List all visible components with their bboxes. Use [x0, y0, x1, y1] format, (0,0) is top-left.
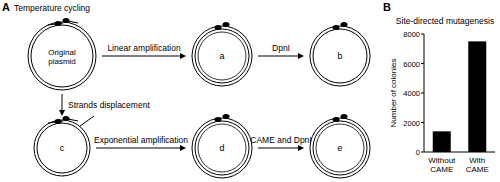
arrow-head	[180, 145, 186, 151]
primer	[223, 22, 230, 27]
panel-a: A Temperature cycling Originalplasmid a b c d e…	[2, 1, 370, 178]
node-label: c	[60, 143, 65, 153]
arrow-line	[62, 94, 63, 112]
bar	[468, 41, 486, 152]
plasmid: c	[34, 116, 94, 176]
y-tick	[421, 93, 424, 94]
node-label: e	[337, 143, 342, 153]
primer	[333, 25, 340, 30]
panel-b: B Site-directed mutagenesis Number of colo…	[383, 1, 495, 174]
text-line: b	[337, 51, 342, 61]
inner-strand	[31, 25, 93, 87]
new-strand	[198, 124, 246, 172]
outer-strand	[28, 22, 96, 90]
node-label: d	[219, 143, 224, 153]
inner-strand	[195, 29, 249, 83]
arrow: CAME and DpnI	[250, 135, 311, 151]
y-tick	[421, 152, 424, 153]
plasmid: a	[192, 22, 252, 86]
node-label: Originalplasmid	[48, 48, 76, 66]
bar	[433, 131, 451, 152]
text-line: a	[219, 51, 224, 61]
text-line: plasmid	[48, 57, 76, 66]
edge-label: CAME and DpnI	[250, 135, 311, 145]
primer	[215, 117, 222, 122]
primer-strand	[63, 20, 78, 23]
primer	[341, 114, 348, 119]
chart-title: Site-directed mutagenesis	[396, 16, 494, 26]
displaced-strand	[80, 116, 94, 126]
arrow-head	[298, 145, 304, 151]
y-tick	[421, 63, 424, 64]
plasmid: Originalplasmid	[28, 18, 96, 90]
outer-strand	[192, 26, 252, 86]
outer-strand	[192, 118, 252, 178]
outer-strand	[310, 26, 370, 86]
arrow-head	[59, 110, 65, 116]
text-line: c	[60, 143, 65, 153]
arrow-line	[258, 56, 300, 57]
y-tick-label: 0	[416, 148, 420, 157]
y-tick-label: 6000	[403, 60, 420, 69]
text-line: d	[219, 143, 224, 153]
arrow-line	[102, 56, 182, 57]
figure: A Temperature cycling Originalplasmid a b c d e…	[0, 0, 500, 182]
bars	[433, 41, 487, 152]
arrow: Linear amplification	[102, 43, 186, 59]
text-line: CAME	[430, 165, 453, 174]
primer	[333, 117, 340, 122]
edge-label: Linear amplification	[107, 43, 181, 53]
y-tick	[421, 34, 424, 35]
arrow: DpnI	[258, 43, 304, 59]
text-line: e	[337, 143, 342, 153]
edge-label: Exponential amplification	[94, 135, 188, 145]
caption: Temperature cycling	[14, 3, 90, 13]
arrow-head	[180, 53, 186, 59]
node-label: a	[219, 51, 224, 61]
new-strand	[316, 124, 364, 172]
primer	[215, 25, 222, 30]
text-line: CAME	[466, 165, 489, 174]
plasmid: d	[192, 114, 252, 178]
panel-label: A	[2, 1, 10, 13]
panel-label: B	[383, 1, 391, 13]
outer-strand	[310, 118, 370, 178]
inner-strand	[195, 121, 249, 175]
node-label: b	[337, 51, 342, 61]
primer	[223, 114, 230, 119]
arrow: Strands displacement	[59, 94, 150, 116]
primer-strand	[63, 118, 78, 121]
edge-label: Strands displacement	[68, 100, 150, 110]
inner-strand	[37, 123, 87, 173]
y-tick-label: 2000	[403, 119, 420, 128]
text-line: Without	[428, 156, 456, 165]
primer-strand	[48, 23, 63, 25]
plasmid: b	[310, 22, 370, 86]
primer-strand	[48, 121, 63, 123]
text-line: Original	[48, 48, 76, 57]
y-tick-label: 8000	[403, 30, 420, 39]
arrow-head	[298, 53, 304, 59]
plasmid: e	[310, 114, 370, 178]
outer-strand	[34, 120, 90, 176]
text-line: With	[469, 156, 485, 165]
x-tick-label: WithoutCAME	[428, 156, 456, 174]
axis-title: Number of colonies	[389, 59, 398, 128]
arrow: Exponential amplification	[94, 135, 188, 151]
edge-label: DpnI	[272, 43, 290, 53]
arrow-line	[258, 148, 300, 149]
primer	[341, 22, 348, 27]
inner-strand	[313, 29, 367, 83]
inner-strand	[313, 121, 367, 175]
x-tick-label: WithCAME	[466, 156, 489, 174]
y-tick	[421, 122, 424, 123]
new-strand	[198, 32, 246, 80]
y-tick-label: 4000	[403, 89, 420, 98]
arrow-line	[96, 148, 182, 149]
